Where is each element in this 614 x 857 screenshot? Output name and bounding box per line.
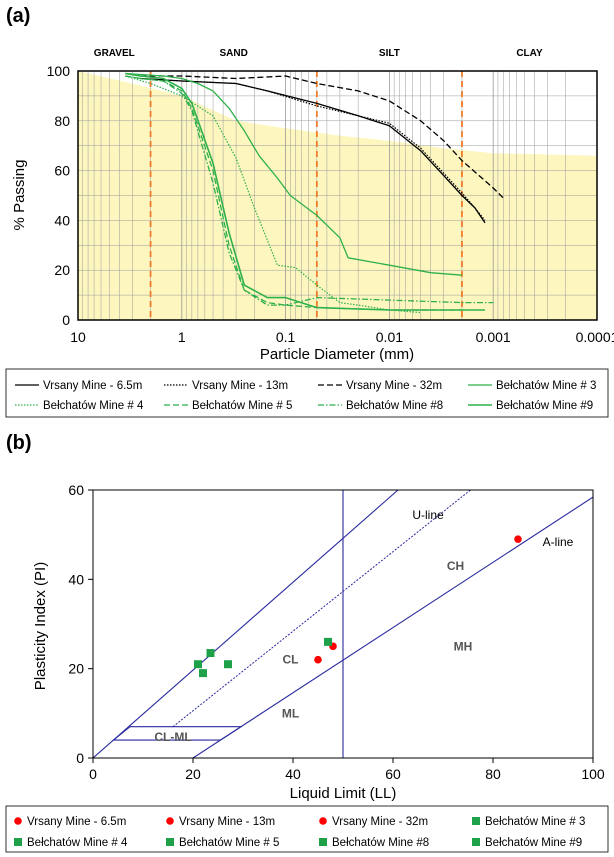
point-belchatow-mine-8 (224, 660, 232, 669)
grid-a (78, 71, 597, 320)
x-tick-label: 60 (385, 766, 401, 782)
y-tick-label: 0 (62, 312, 70, 328)
plot-frame-b (92, 489, 594, 759)
legend-label-belchatow-mine-8: Bełchatów Mine #8 (332, 837, 429, 849)
legend-swatch-belchatow-mine-4 (14, 838, 22, 846)
x-axis-label-a: Particle Diameter (mm) (260, 346, 414, 363)
legend-label-vrsany-mine-32m: Vrsany Mine - 32m (332, 816, 428, 828)
ticks-b: 0 20 40 60 80 100 0 20 40 60 (68, 482, 604, 782)
point-belchatow-mine-5 (206, 649, 215, 658)
region-label-cl-ml: CL-ML (154, 730, 191, 744)
y-tick-label: 40 (68, 571, 84, 587)
a-line (192, 496, 593, 758)
legend-swatch-vrsany-mine-13m (166, 817, 174, 825)
legend-label-vrsany-mine-32m: Vrsany Mine - 32m (346, 380, 442, 392)
point-vrsany-mine-6-5m (314, 655, 322, 664)
legend-swatch-belchatow-mine-8 (319, 838, 327, 846)
series-a (125, 72, 504, 314)
legend-swatch-belchatow-mine-9 (472, 838, 480, 846)
y-tick-label: 60 (54, 163, 70, 179)
legend-label-belchatow-mine-8: Bełchatów Mine #8 (346, 400, 443, 412)
point-belchatow-mine-4 (199, 669, 207, 678)
series-line-belchatow-mine-3 (125, 72, 463, 276)
legend-b (5, 805, 609, 853)
x-tick-label: 0.0001 (576, 329, 614, 345)
legend-label-belchatow-mine-9: Bełchatów Mine #9 (496, 400, 593, 412)
y-tick-label: 100 (47, 63, 71, 79)
x-tick-label: 0 (89, 766, 97, 782)
legend-label-belchatow-mine-4: Bełchatów Mine # 4 (27, 837, 128, 849)
size-class-silt: SILT (379, 48, 400, 59)
panel-b-label: (b) (6, 432, 32, 454)
x-tick-label: 80 (485, 766, 501, 782)
legend-label-vrsany-mine-13m: Vrsany Mine - 13m (192, 380, 288, 392)
series-line-vrsany-mine-32m (140, 75, 504, 199)
legend-label-belchatow-mine-5: Bełchatów Mine # 5 (192, 400, 292, 412)
point-belchatow-mine-3 (194, 660, 202, 669)
u-line (172, 490, 471, 728)
x-tick-label: 10 (70, 329, 86, 345)
region-label-ml: ML (282, 706, 299, 720)
series-line-belchatow-mine-9 (125, 72, 485, 311)
legend-swatch-belchatow-mine-3 (472, 817, 480, 825)
plot-frame-a (77, 70, 598, 321)
y-tick-label: 20 (68, 661, 84, 677)
y-axis-label-b: Plasticity Index (PI) (32, 562, 49, 690)
y-tick-label: 20 (54, 262, 70, 278)
size-class-sand: SAND (220, 48, 248, 59)
point-belchatow-mine-9 (324, 637, 332, 646)
y-tick-label: 40 (54, 212, 70, 228)
x-tick-label: 0.01 (376, 329, 403, 345)
legend-label-belchatow-mine-4: Bełchatów Mine # 4 (43, 400, 144, 412)
legend-swatch-belchatow-mine-5 (166, 838, 174, 846)
region-label-mh: MH (454, 639, 473, 653)
region-label-cl: CL (283, 653, 299, 667)
legend-label-vrsany-mine-6-5m: Vrsany Mine - 6.5m (27, 816, 126, 828)
x-tick-label: 100 (581, 766, 605, 782)
region-labels: U-line A-line CL-ML CL ML CH MH (154, 508, 573, 744)
y-tick-label: 60 (68, 482, 84, 498)
x-tick-label: 20 (185, 766, 201, 782)
series-b (194, 535, 522, 678)
legend-a (5, 368, 609, 418)
y-axis-label-a: % Passing (11, 160, 28, 231)
legend-swatch-vrsany-mine-32m (319, 817, 327, 825)
panel-a-label: (a) (6, 5, 30, 27)
point-vrsany-mine-32m (514, 535, 522, 543)
series-line-vrsany-mine-13m (140, 77, 486, 221)
legend-b-entries: Vrsany Mine - 6.5m Vrsany Mine - 13m Vrsan… (14, 816, 585, 849)
legend-swatch-vrsany-mine-6-5m (14, 817, 22, 825)
y-tick-label: 80 (54, 113, 70, 129)
region-label-ch: CH (447, 559, 464, 573)
y-tick-label: 0 (76, 750, 84, 766)
size-class-gravel: GRAVEL (94, 48, 135, 59)
legend-label-vrsany-mine-6-5m: Vrsany Mine - 6.5m (43, 380, 142, 392)
legend-label-belchatow-mine-3: Bełchatów Mine # 3 (496, 380, 596, 392)
a-line-label: A-line (543, 535, 574, 549)
legend-label-belchatow-mine-5: Bełchatów Mine # 5 (179, 837, 279, 849)
x-axis-label-b: Liquid Limit (LL) (290, 785, 397, 802)
size-class-labels: GRAVEL SAND SILT CLAY (94, 48, 543, 59)
ticks-a: 10 1 0.1 0.01 0.001 0.0001 0 20 40 60 80 100 (47, 63, 614, 345)
legend-label-belchatow-mine-3: Bełchatów Mine # 3 (485, 816, 585, 828)
x-tick-label: 0.001 (476, 329, 511, 345)
upper-boundary-line (93, 490, 399, 758)
legend-label-vrsany-mine-13m: Vrsany Mine - 13m (179, 816, 275, 828)
x-tick-label: 40 (285, 766, 301, 782)
u-line-label: U-line (412, 508, 444, 522)
series-line-belchatow-mine-8 (125, 75, 494, 306)
x-tick-label: 0.1 (276, 329, 296, 345)
legend-label-belchatow-mine-9: Bełchatów Mine #9 (485, 837, 582, 849)
plasticity-chart-lines (93, 490, 593, 758)
size-class-clay: CLAY (516, 48, 543, 59)
series-line-vrsany-mine-6-5m (140, 77, 486, 224)
x-tick-label: 1 (178, 329, 186, 345)
cl-ml-band (111, 726, 243, 741)
legend-a-entries: Vrsany Mine - 6.5m Vrsany Mine - 13m Vrsan… (15, 380, 596, 412)
